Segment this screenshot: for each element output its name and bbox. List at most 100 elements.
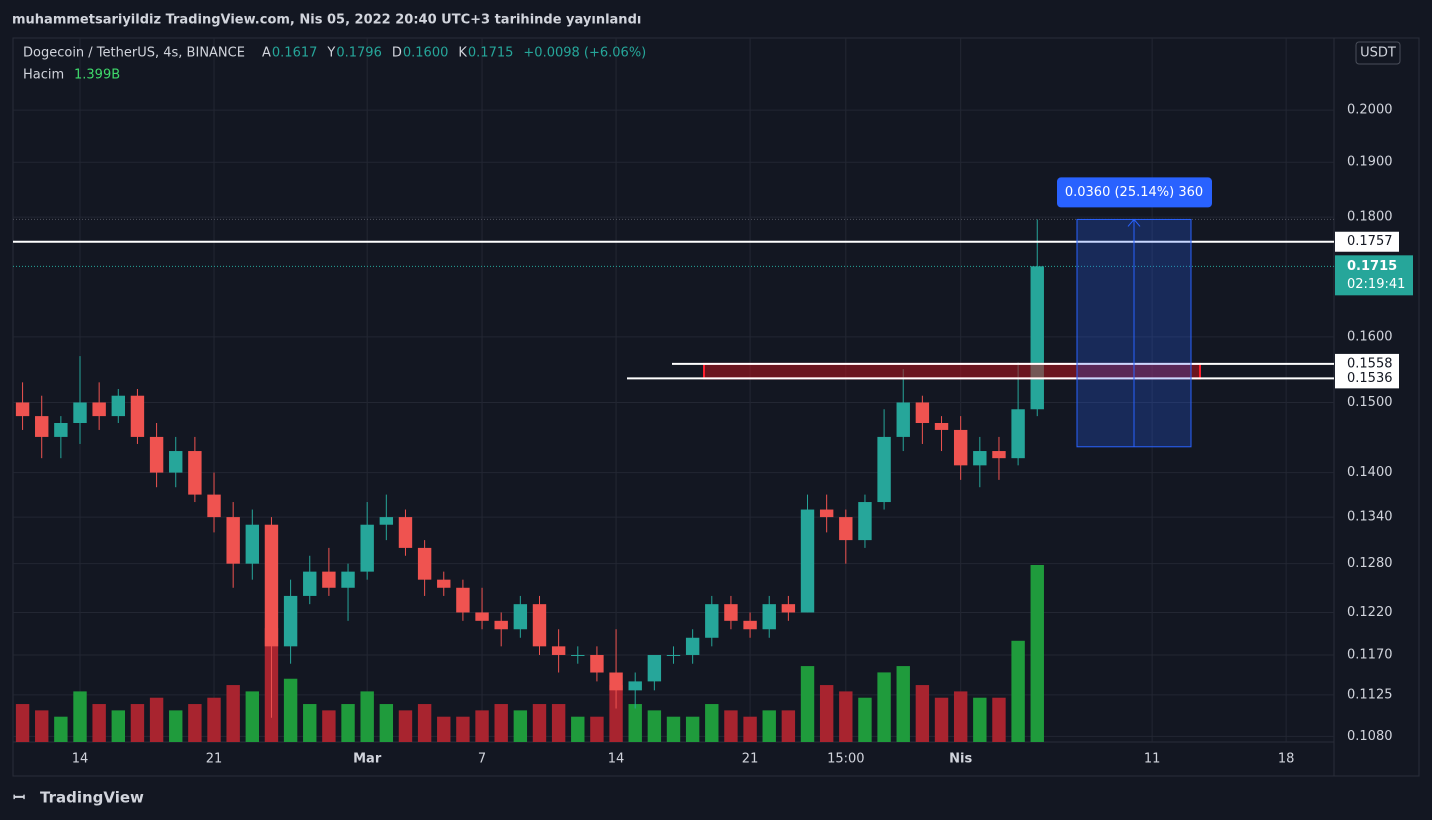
measure-label-box — [1057, 177, 1212, 208]
candle-body — [207, 494, 221, 518]
volume-bar — [513, 710, 528, 742]
volume-bar — [494, 704, 508, 742]
countdown: 02:19:41 — [1347, 277, 1405, 292]
y-tick-label: 0.1220 — [1347, 605, 1393, 620]
y-tick-label: 0.1500 — [1347, 395, 1393, 410]
y-tick-label: 0.1600 — [1347, 329, 1393, 344]
volume-bar — [781, 710, 796, 742]
x-tick-label: 21 — [206, 752, 223, 767]
volume-bar — [456, 716, 470, 742]
volume-bar — [762, 710, 776, 742]
y-tick-label: 0.1340 — [1347, 510, 1393, 525]
volume-bar — [628, 704, 642, 742]
volume-bar — [743, 716, 757, 742]
candle-body — [705, 604, 719, 638]
legend-key: D — [392, 46, 402, 61]
y-tick-label: 0.1280 — [1347, 556, 1393, 571]
candle-body — [628, 681, 642, 691]
candle-body — [73, 402, 87, 423]
volume-bar — [666, 716, 681, 742]
volume-bar — [92, 704, 106, 742]
volume-bar — [992, 697, 1006, 742]
level-label: 0.1558 — [1347, 356, 1393, 371]
candle-body — [1030, 266, 1044, 410]
candle-body — [743, 620, 757, 630]
volume-bar — [341, 704, 355, 742]
candle-body — [188, 451, 202, 495]
volume-bar — [417, 704, 432, 742]
candle-body — [915, 402, 930, 423]
candle-body — [858, 502, 872, 541]
candle-body — [609, 672, 623, 691]
y-tick-label: 0.1400 — [1347, 465, 1393, 480]
legend-key: K — [458, 46, 467, 61]
brand-logo: ꟷ — [13, 789, 25, 807]
volume-bar — [973, 697, 987, 742]
y-tick-label: 0.2000 — [1347, 103, 1393, 118]
level-label-box — [1335, 368, 1399, 389]
x-tick-label: Mar — [353, 752, 382, 767]
measure-arrowhead — [1127, 218, 1141, 227]
volume-bar — [819, 685, 834, 742]
volume-bar — [647, 710, 662, 742]
candle-body — [762, 604, 776, 630]
candle-body — [494, 620, 508, 630]
x-tick-label: Nis — [949, 752, 972, 767]
volume-bar — [149, 697, 164, 742]
brand: TradingView — [40, 789, 144, 807]
x-tick-label: 7 — [478, 752, 486, 767]
x-tick-label: 18 — [1278, 752, 1295, 767]
legend-value: 0.1796 — [336, 46, 382, 61]
volume-bar — [398, 710, 413, 742]
candle-body — [111, 395, 125, 417]
candle-body — [35, 416, 49, 437]
y-tick-label: 0.1125 — [1347, 687, 1393, 702]
x-tick-label: 14 — [608, 752, 625, 767]
candle-body — [781, 604, 796, 613]
level-label: 0.1757 — [1347, 234, 1393, 249]
x-tick-label: 15:00 — [827, 752, 864, 767]
candle-body — [551, 646, 566, 655]
currency-button[interactable] — [1355, 41, 1401, 65]
candle-body — [322, 571, 336, 588]
candle-body — [819, 509, 834, 518]
measure-label: 0.0360 (25.14%) 360 — [1065, 185, 1203, 200]
price-label-box — [1335, 255, 1413, 296]
volume-bar — [226, 685, 240, 742]
candle-body — [379, 517, 394, 525]
candle-body — [54, 422, 68, 437]
currency[interactable]: USDT — [1360, 46, 1396, 61]
volume-bar — [915, 685, 930, 742]
legend-value: 0.1617 — [272, 46, 318, 61]
volume-bar — [858, 697, 872, 742]
candle-body — [360, 524, 374, 572]
candle-body — [724, 604, 738, 621]
volume-bar — [54, 716, 68, 742]
page-title: muhammetsariyildiz TradingView.com, Nis … — [12, 13, 641, 28]
volume-bar — [130, 704, 145, 742]
x-tick-label: 21 — [742, 752, 759, 767]
volume-bar — [437, 716, 451, 742]
x-tick-label: 11 — [1144, 752, 1161, 767]
candle-body — [437, 579, 451, 588]
volume-bar — [475, 710, 489, 742]
y-tick-label: 0.1900 — [1347, 155, 1393, 170]
volume-value: 1.399B — [74, 68, 120, 83]
candle-body — [283, 595, 298, 647]
candle-body — [226, 517, 240, 564]
volume-bar — [360, 691, 374, 742]
legend-key: A — [262, 46, 271, 61]
y-tick-label: 0.1800 — [1347, 210, 1393, 225]
candle-body — [303, 571, 317, 596]
volume-bar — [934, 697, 949, 742]
volume-bar — [322, 710, 336, 742]
candle-body — [130, 395, 145, 437]
volume-bar — [896, 666, 910, 742]
candle-body — [245, 524, 260, 564]
candle-body — [149, 436, 164, 473]
chart-frame — [12, 37, 1420, 777]
level-label: 0.1536 — [1347, 371, 1393, 386]
volume-bar — [303, 704, 317, 742]
